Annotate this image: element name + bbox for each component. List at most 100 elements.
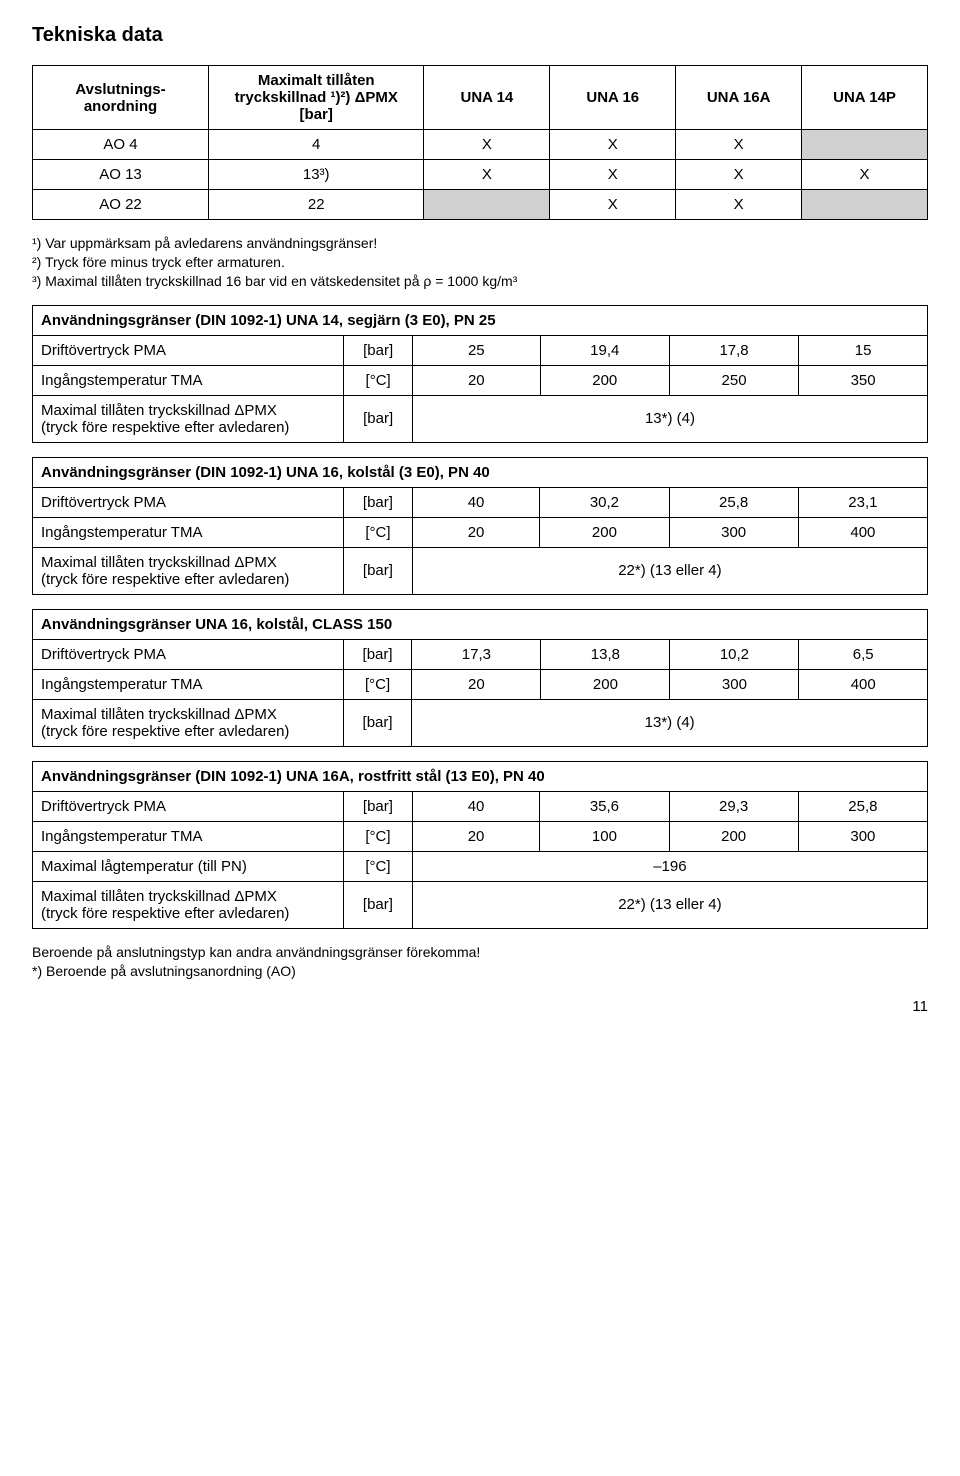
row-label: Maximal tillåten tryckskillnad ΔPMX (try… <box>33 395 344 442</box>
section-title: Användningsgränser (DIN 1092-1) UNA 16, … <box>33 457 928 487</box>
table-row: Ingångstemperatur TMA [°C] 20 200 300 40… <box>33 669 928 699</box>
table-row: AO 4 4 X X X <box>33 130 928 160</box>
td-val: 200 <box>540 365 669 395</box>
row-unit: [°C] <box>344 517 413 547</box>
row-unit: [bar] <box>343 699 412 746</box>
td-val: 200 <box>540 517 669 547</box>
td-label: AO 13 <box>33 160 209 190</box>
th-una16a: UNA 16A <box>676 66 802 130</box>
table-row: Driftövertryck PMA [bar] 40 30,2 25,8 23… <box>33 487 928 517</box>
footnote-3: ³) Maximal tillåten tryckskillnad 16 bar… <box>32 272 928 291</box>
td-val: 200 <box>541 669 670 699</box>
td-val: 20 <box>412 365 540 395</box>
th-una14: UNA 14 <box>424 66 550 130</box>
td-val: X <box>550 160 676 190</box>
td-val: X <box>676 130 802 160</box>
td-val: 300 <box>798 821 927 851</box>
row-unit: [bar] <box>343 639 412 669</box>
table-row: Maximal tillåten tryckskillnad ΔPMX (try… <box>33 395 928 442</box>
td-val: 30,2 <box>540 487 669 517</box>
row-unit: [°C] <box>344 821 413 851</box>
row-unit: [°C] <box>344 365 413 395</box>
td-val: 6,5 <box>799 639 928 669</box>
top-table: Avslutnings- anordning Maximalt tillåten… <box>32 65 928 220</box>
table-row: AO 13 13³) X X X X <box>33 160 928 190</box>
row-label: Ingångstemperatur TMA <box>33 365 344 395</box>
td-val: 20 <box>412 821 540 851</box>
td-val: 13*) (4) <box>412 699 928 746</box>
td-val: 13,8 <box>541 639 670 669</box>
td-val: 100 <box>540 821 669 851</box>
table-row: Maximal tillåten tryckskillnad ΔPMX (try… <box>33 699 928 746</box>
row-label: Ingångstemperatur TMA <box>33 517 344 547</box>
row-unit: [bar] <box>344 881 413 928</box>
td-val: 300 <box>670 669 799 699</box>
row-label: Ingångstemperatur TMA <box>33 669 344 699</box>
td-val: 25,8 <box>669 487 798 517</box>
row-label: Driftövertryck PMA <box>33 487 344 517</box>
td-label: AO 22 <box>33 190 209 220</box>
row-unit: [bar] <box>344 395 413 442</box>
table-row: Maximal tillåten tryckskillnad ΔPMX (try… <box>33 547 928 594</box>
limits-table-una14: Användningsgränser (DIN 1092-1) UNA 14, … <box>32 305 928 443</box>
td-val <box>424 190 550 220</box>
td-val: 40 <box>412 791 540 821</box>
table-row: Maximal lågtemperatur (till PN) [°C] –19… <box>33 851 928 881</box>
td-val: X <box>802 160 928 190</box>
td-val: 22*) (13 eller 4) <box>412 547 927 594</box>
td-val: 13*) (4) <box>412 395 927 442</box>
row-unit: [bar] <box>344 335 413 365</box>
td-val: 13³) <box>209 160 424 190</box>
table-row: Ingångstemperatur TMA [°C] 20 100 200 30… <box>33 821 928 851</box>
td-val: 200 <box>669 821 798 851</box>
row-label: Driftövertryck PMA <box>33 639 344 669</box>
th-dpmax: Maximalt tillåten tryckskillnad ¹)²) ΔPM… <box>209 66 424 130</box>
td-val: 19,4 <box>540 335 669 365</box>
footnotes-block: ¹) Var uppmärksam på avledarens användni… <box>32 234 928 291</box>
td-val: –196 <box>412 851 927 881</box>
td-val: 4 <box>209 130 424 160</box>
td-val: 400 <box>799 669 928 699</box>
limits-table-una16-class150: Användningsgränser UNA 16, kolstål, CLAS… <box>32 609 928 747</box>
td-val: 300 <box>669 517 798 547</box>
th-una16: UNA 16 <box>550 66 676 130</box>
table-row: AO 22 22 X X <box>33 190 928 220</box>
section-title: Användningsgränser (DIN 1092-1) UNA 14, … <box>33 305 928 335</box>
page-title: Tekniska data <box>32 24 928 47</box>
table-row: Driftövertryck PMA [bar] 25 19,4 17,8 15 <box>33 335 928 365</box>
td-val <box>802 190 928 220</box>
td-val: 29,3 <box>669 791 798 821</box>
td-val: 23,1 <box>798 487 927 517</box>
section-title: Användningsgränser (DIN 1092-1) UNA 16A,… <box>33 761 928 791</box>
row-label: Maximal tillåten tryckskillnad ΔPMX (try… <box>33 881 344 928</box>
table-row: Driftövertryck PMA [bar] 40 35,6 29,3 25… <box>33 791 928 821</box>
td-val: X <box>550 130 676 160</box>
td-val: 25,8 <box>798 791 927 821</box>
td-val <box>802 130 928 160</box>
td-val: 22*) (13 eller 4) <box>412 881 927 928</box>
row-label: Maximal tillåten tryckskillnad ΔPMX (try… <box>33 699 344 746</box>
td-val: 10,2 <box>670 639 799 669</box>
row-label: Maximal lågtemperatur (till PN) <box>33 851 344 881</box>
td-val: 17,3 <box>412 639 541 669</box>
row-unit: [°C] <box>343 669 412 699</box>
td-val: X <box>550 190 676 220</box>
page-number: 11 <box>32 998 928 1015</box>
td-val: 250 <box>669 365 798 395</box>
td-val: 35,6 <box>540 791 669 821</box>
td-val: X <box>424 160 550 190</box>
table-row: Driftövertryck PMA [bar] 17,3 13,8 10,2 … <box>33 639 928 669</box>
table-row: Ingångstemperatur TMA [°C] 20 200 300 40… <box>33 517 928 547</box>
td-val: 350 <box>799 365 928 395</box>
td-val: X <box>424 130 550 160</box>
row-unit: [bar] <box>344 487 413 517</box>
row-label: Ingångstemperatur TMA <box>33 821 344 851</box>
td-val: 25 <box>412 335 540 365</box>
row-unit: [°C] <box>344 851 413 881</box>
limits-table-una16: Användningsgränser (DIN 1092-1) UNA 16, … <box>32 457 928 595</box>
row-label: Maximal tillåten tryckskillnad ΔPMX (try… <box>33 547 344 594</box>
td-val: 22 <box>209 190 424 220</box>
td-label: AO 4 <box>33 130 209 160</box>
table-row: Maximal tillåten tryckskillnad ΔPMX (try… <box>33 881 928 928</box>
row-unit: [bar] <box>344 791 413 821</box>
